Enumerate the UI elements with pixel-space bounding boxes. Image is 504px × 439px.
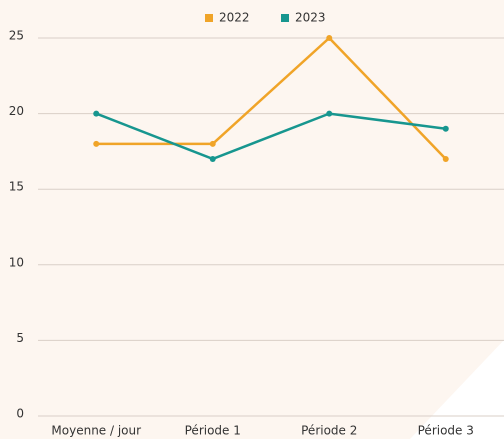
y-tick-label: 0 [16, 407, 24, 421]
point [326, 110, 333, 117]
legend-swatch [281, 14, 289, 22]
decoration [410, 340, 504, 439]
point [93, 110, 100, 117]
legend-label: 2022 [219, 11, 250, 25]
point [442, 155, 449, 162]
y-tick-label: 15 [9, 180, 24, 194]
y-tick-label: 25 [9, 29, 24, 43]
x-tick-label: Période 3 [418, 424, 474, 438]
point [442, 125, 449, 132]
point [93, 140, 100, 147]
x-tick-label: Période 2 [301, 424, 357, 438]
point [209, 155, 216, 162]
series-line [96, 36, 447, 160]
legend-swatch [205, 14, 213, 22]
series-line [95, 112, 446, 161]
y-tick-label: 20 [9, 104, 24, 118]
legend-label: 2023 [295, 11, 326, 25]
point [326, 35, 333, 41]
x-tick-label: Moyenne / jour [51, 424, 141, 438]
point [209, 140, 216, 147]
y-tick-label: 5 [16, 331, 24, 345]
x-tick-label: Période 1 [185, 424, 241, 438]
y-tick-label: 10 [9, 255, 24, 269]
